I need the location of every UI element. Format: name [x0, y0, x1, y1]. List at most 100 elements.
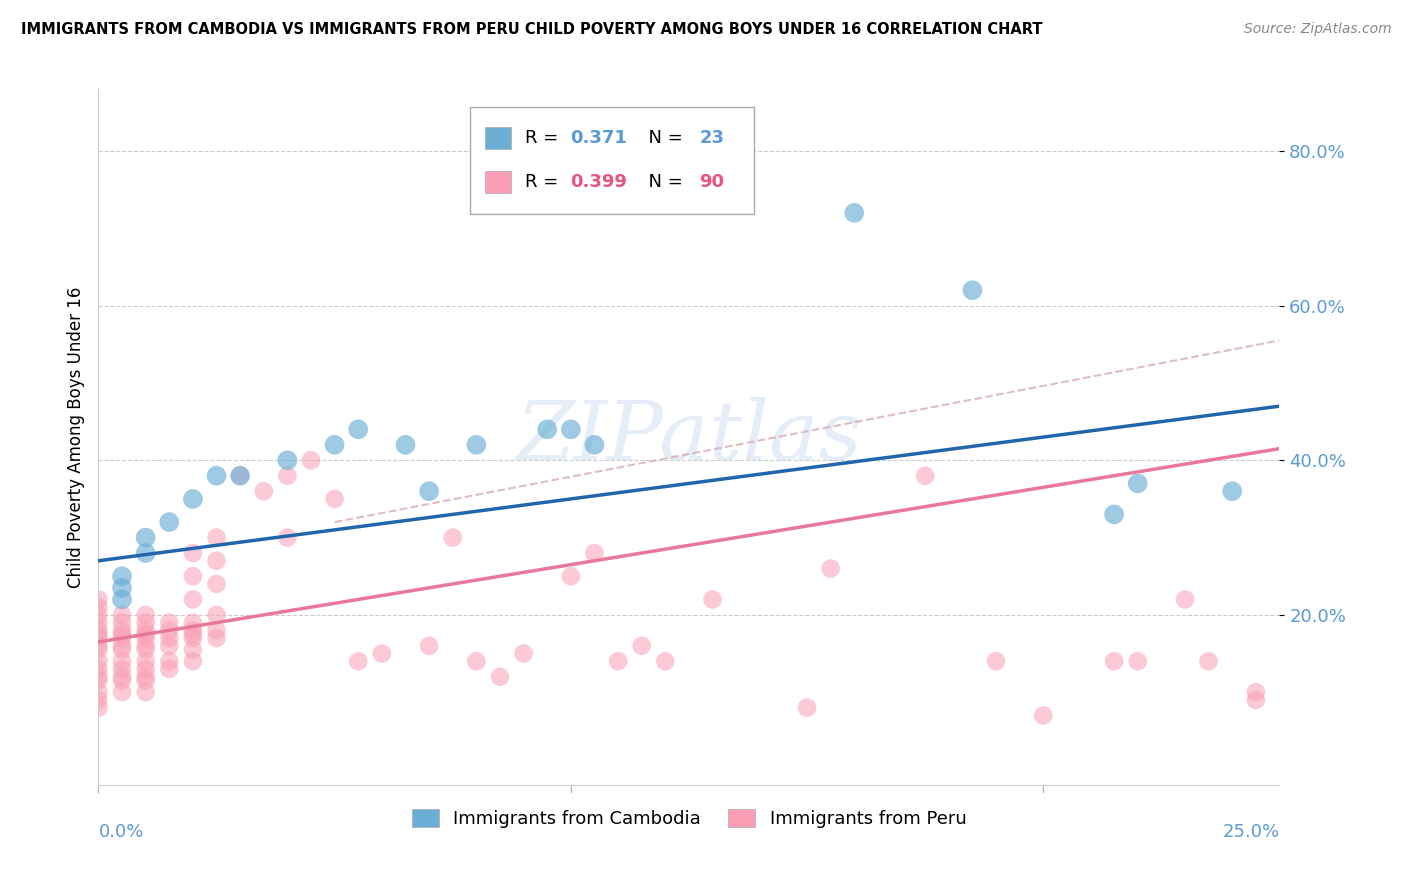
Point: [157, 631, 180, 645]
Point: [323, 491, 346, 506]
Point: [607, 654, 630, 668]
Point: [820, 561, 842, 575]
Point: [111, 615, 134, 630]
Text: R =: R =: [524, 173, 564, 191]
Text: 90: 90: [700, 173, 724, 191]
Point: [1102, 508, 1125, 522]
Point: [984, 654, 1007, 668]
Text: 0.371: 0.371: [569, 129, 627, 147]
Point: [87, 600, 110, 615]
Point: [111, 631, 134, 645]
Point: [111, 581, 134, 595]
Point: [205, 631, 228, 645]
Point: [181, 642, 204, 657]
Point: [1102, 654, 1125, 668]
Point: [844, 206, 866, 220]
Point: [111, 627, 134, 641]
Text: N =: N =: [637, 173, 689, 191]
Point: [157, 654, 180, 668]
Point: [111, 662, 134, 676]
Point: [1244, 693, 1267, 707]
Point: [489, 670, 512, 684]
Point: [111, 654, 134, 668]
Point: [135, 670, 157, 684]
Text: ZIPatlas: ZIPatlas: [516, 397, 862, 477]
Point: [135, 642, 157, 657]
Point: [87, 627, 110, 641]
Point: [560, 422, 582, 436]
Point: [111, 673, 134, 688]
Point: [583, 546, 606, 560]
Point: [1174, 592, 1197, 607]
Point: [111, 607, 134, 622]
Text: 25.0%: 25.0%: [1222, 823, 1279, 841]
Point: [135, 685, 157, 699]
Point: [111, 624, 134, 638]
Point: [253, 484, 276, 499]
Point: [135, 531, 157, 545]
Point: [111, 685, 134, 699]
Point: [1126, 654, 1149, 668]
Point: [87, 670, 110, 684]
Point: [276, 531, 298, 545]
Point: [1244, 685, 1267, 699]
Point: [111, 592, 134, 607]
Point: [87, 607, 110, 622]
Point: [157, 662, 180, 676]
Legend: Immigrants from Cambodia, Immigrants from Peru: Immigrants from Cambodia, Immigrants fro…: [405, 801, 973, 835]
Point: [87, 592, 110, 607]
Point: [87, 615, 110, 630]
Point: [1220, 484, 1243, 499]
Point: [181, 615, 204, 630]
Point: [111, 569, 134, 583]
Point: [962, 283, 984, 297]
Point: [87, 673, 110, 688]
Point: [87, 624, 110, 638]
Point: [135, 654, 157, 668]
Point: [181, 569, 204, 583]
Point: [135, 615, 157, 630]
Point: [347, 654, 370, 668]
Point: [87, 700, 110, 714]
Text: 23: 23: [700, 129, 724, 147]
Point: [205, 624, 228, 638]
Point: [441, 531, 464, 545]
Point: [418, 639, 440, 653]
Point: [87, 654, 110, 668]
Point: [135, 673, 157, 688]
Point: [181, 631, 204, 645]
Point: [87, 662, 110, 676]
Text: R =: R =: [524, 129, 564, 147]
Point: [205, 577, 228, 591]
Point: [1126, 476, 1149, 491]
Point: [157, 515, 180, 529]
Point: [135, 624, 157, 638]
Bar: [485, 127, 510, 149]
Y-axis label: Child Poverty Among Boys Under 16: Child Poverty Among Boys Under 16: [66, 286, 84, 588]
Point: [654, 654, 676, 668]
Point: [418, 484, 440, 499]
Point: [157, 624, 180, 638]
Point: [394, 438, 416, 452]
Point: [181, 624, 204, 638]
Text: 0.399: 0.399: [569, 173, 627, 191]
Point: [135, 639, 157, 653]
Point: [796, 700, 818, 714]
Point: [87, 685, 110, 699]
Point: [276, 468, 298, 483]
Point: [135, 546, 157, 560]
Point: [465, 438, 488, 452]
Point: [157, 639, 180, 653]
Point: [111, 642, 134, 657]
Point: [229, 468, 252, 483]
Point: [512, 647, 534, 661]
Point: [111, 670, 134, 684]
Point: [181, 491, 204, 506]
Point: [347, 422, 370, 436]
Point: [87, 693, 110, 707]
Point: [135, 607, 157, 622]
Point: [371, 647, 394, 661]
Text: Source: ZipAtlas.com: Source: ZipAtlas.com: [1244, 22, 1392, 37]
Point: [205, 554, 228, 568]
Text: IMMIGRANTS FROM CAMBODIA VS IMMIGRANTS FROM PERU CHILD POVERTY AMONG BOYS UNDER : IMMIGRANTS FROM CAMBODIA VS IMMIGRANTS F…: [21, 22, 1043, 37]
